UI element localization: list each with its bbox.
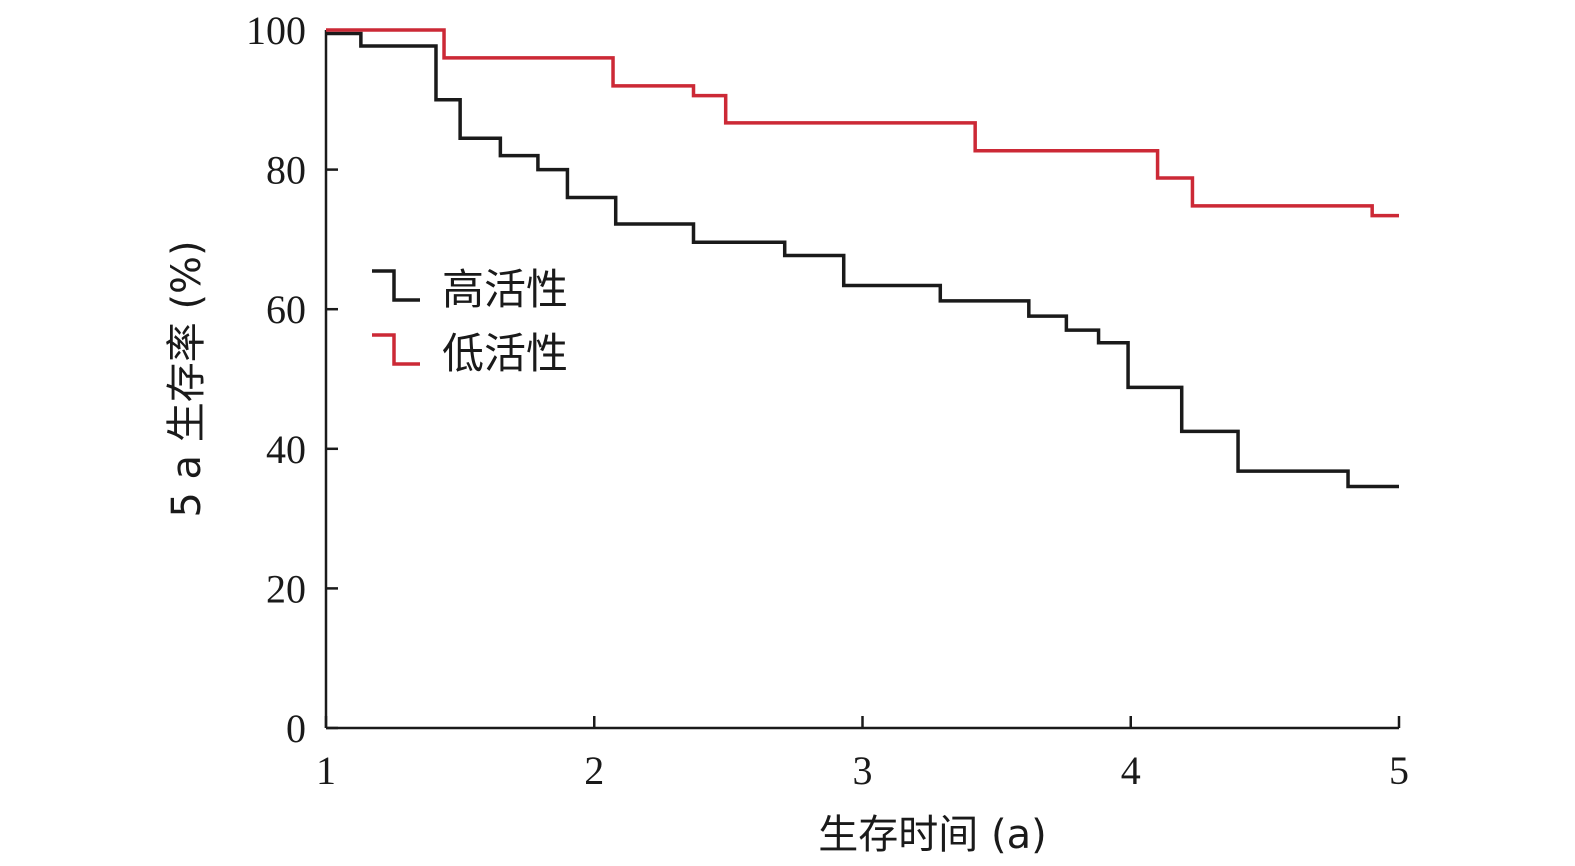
legend-label-0: 高活性: [442, 265, 568, 314]
x-tick-label: 1: [316, 748, 336, 793]
y-tick-label: 100: [246, 8, 306, 53]
y-tick-label: 20: [266, 566, 306, 611]
series-layer: [326, 28, 1399, 489]
legend-swatch-0: [372, 269, 420, 302]
axes: 0 20 40 60 80 100 1 2 3 4 5: [246, 8, 1409, 793]
x-axis-title: 生存时间 (a): [818, 812, 1046, 858]
y-tick-label: 0: [286, 706, 306, 751]
x-tick-label: 4: [1121, 748, 1141, 793]
y-tick-label: 60: [266, 287, 306, 332]
y-axis-title: 5 a 生存率 (%): [164, 240, 210, 517]
legend-swatch-1: [372, 333, 420, 366]
series-line-1: [326, 28, 1399, 218]
legend-label-1: 低活性: [442, 329, 568, 378]
x-tick-label: 5: [1389, 748, 1409, 793]
y-tick-label: 40: [266, 427, 306, 472]
y-tick-label: 80: [266, 148, 306, 193]
series-line-0: [326, 31, 1399, 489]
x-tick-label: 2: [584, 748, 604, 793]
x-tick-label: 3: [853, 748, 873, 793]
